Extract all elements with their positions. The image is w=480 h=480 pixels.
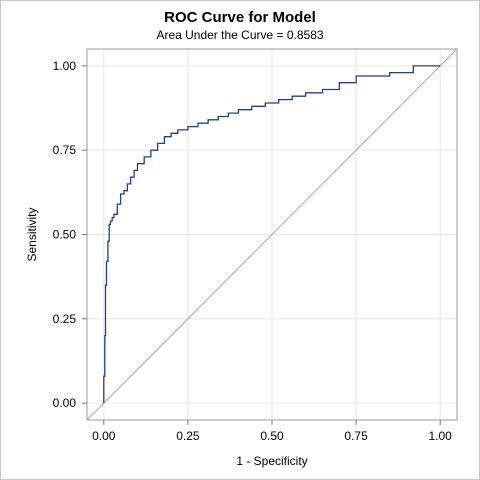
y-tick-label: 0.50 xyxy=(53,228,77,242)
chart-title: ROC Curve for Model xyxy=(164,9,316,26)
roc-curve-line xyxy=(103,65,441,404)
y-axis-label: Sensitivity xyxy=(25,207,39,261)
y-tick-label: 0.00 xyxy=(53,396,77,410)
x-axis-label: 1 - Specificity xyxy=(236,454,307,468)
y-tick-label: 1.00 xyxy=(53,59,77,73)
x-tick-label: 0.25 xyxy=(176,429,200,443)
x-tick-label: 0.75 xyxy=(344,429,368,443)
grid-layer xyxy=(87,49,457,420)
series-layer xyxy=(86,48,458,421)
x-tick-label: 0.00 xyxy=(92,429,116,443)
y-tick-label: 0.75 xyxy=(53,143,77,157)
chart-subtitle: Area Under the Curve = 0.8583 xyxy=(156,28,324,42)
tick-layer: 0.00 0.25 0.50 0.75 1.00 0.00 0.25 0.50 0.75 1.00 xyxy=(53,59,453,443)
x-tick-label: 1.00 xyxy=(429,429,453,443)
reference-diagonal-line xyxy=(86,48,458,421)
y-tick-label: 0.25 xyxy=(53,312,77,326)
x-tick-label: 0.50 xyxy=(260,429,284,443)
